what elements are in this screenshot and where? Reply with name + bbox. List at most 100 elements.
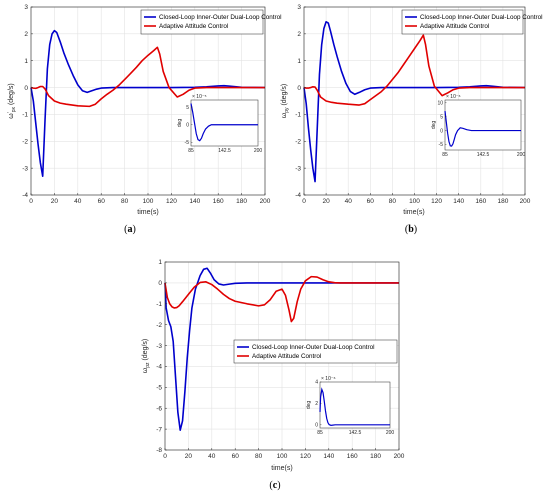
- inset-exponent: × 10⁻⁶: [321, 376, 336, 382]
- caption-letter: c: [273, 480, 278, 491]
- inset-x-tick-label: 85: [317, 430, 323, 436]
- y-axis-label-unit: (deg/s): [142, 339, 149, 363]
- inset-series-line: [444, 111, 521, 147]
- inset-series-line: [319, 387, 390, 426]
- x-axis-label: time(s): [271, 465, 292, 472]
- chart-panel-c: 0 20 40 60 80 100 120 140 160 180 200-8-7-6-5-4-3-…: [142, 259, 405, 491]
- series-line-closed-loop: [303, 20, 526, 183]
- x-tick-label: 180: [370, 453, 381, 460]
- inset-y-tick-label: 4: [315, 380, 318, 386]
- y-tick-label: -4: [295, 192, 301, 199]
- inset-frame: [444, 99, 522, 151]
- y-axis-label-sub: px: [11, 107, 17, 113]
- y-tick-label: 1: [158, 259, 162, 266]
- y-tick-label: 3: [24, 4, 28, 11]
- inset-y-tick-label: 2: [315, 401, 318, 407]
- x-tick-label: 80: [389, 198, 397, 205]
- x-tick-label: 40: [345, 198, 353, 205]
- x-tick-label: 180: [497, 198, 508, 205]
- inset-y-label: deg: [306, 401, 312, 410]
- inset-plot: 85 142.5 200 -5 0 5 10× 10⁻⁶ deg: [431, 94, 525, 158]
- x-tick-label: 100: [409, 198, 420, 205]
- y-tick-label: -2: [156, 322, 162, 329]
- y-axis-label: ωpy (deg/s): [281, 84, 290, 118]
- legend-box: [401, 9, 524, 35]
- x-axis-label: time(s): [403, 209, 424, 216]
- legend-entry: Adaptive Attitude Control: [159, 23, 228, 30]
- x-tick-label: 140: [323, 453, 334, 460]
- x-tick-label: 20: [322, 198, 330, 205]
- legend-entry: Adaptive Attitude Control: [252, 353, 321, 360]
- inset-x-tick-label: 85: [442, 152, 448, 158]
- inset-exponent: × 10⁻⁵: [192, 94, 207, 100]
- x-axis-label: time(s): [137, 209, 158, 216]
- y-tick-label: 2: [24, 31, 28, 38]
- inset-frame: [319, 381, 391, 429]
- series-line-adaptive: [303, 34, 525, 106]
- x-tick-label: 40: [74, 198, 82, 205]
- inset-x-tick-label: 200: [254, 148, 263, 154]
- y-tick-label: 0: [158, 280, 162, 287]
- x-tick-label: 200: [394, 453, 405, 460]
- inset-plot: 85 142.5 200 -5 0 5× 10⁻⁵ deg: [177, 94, 262, 154]
- y-axis-label: ωpz (deg/s): [142, 339, 151, 373]
- x-tick-label: 140: [189, 198, 200, 205]
- inset-y-tick-label: 0: [186, 122, 189, 128]
- caption-close: ): [133, 224, 136, 235]
- inset-y-tick-label: 10: [437, 100, 443, 106]
- inset-x-tick-label: 142.5: [349, 430, 362, 436]
- panel-caption: (b): [405, 224, 417, 235]
- x-tick-label: 0: [163, 453, 167, 460]
- inset-x-tick-label: 142.5: [477, 152, 490, 158]
- x-tick-label: 0: [29, 198, 33, 205]
- y-axis-label-unit: (deg/s): [281, 84, 288, 108]
- chart-panel-a: 0 20 40 60 80 100 120 140 160 180 200 -4 -3 -2 -1 0 1 2 3 t…: [6, 4, 282, 235]
- y-tick-label: -2: [22, 138, 28, 145]
- y-axis-label-symbol: ω: [142, 367, 149, 373]
- caption-letter: a: [128, 224, 133, 235]
- inset-y-tick-label: 0: [315, 422, 318, 428]
- x-tick-label: 200: [260, 198, 271, 205]
- y-axis-label-sub: py: [284, 107, 290, 113]
- caption-open: (: [405, 224, 409, 235]
- y-tick-label: 1: [24, 58, 28, 65]
- x-tick-label: 160: [347, 453, 358, 460]
- y-tick-label: -3: [295, 165, 301, 172]
- legend: Closed-Loop Inner-Outer Dual-Loop Contro…: [140, 9, 282, 35]
- inset-y-tick-label: 0: [440, 128, 443, 134]
- panel-caption: (c): [269, 480, 280, 491]
- y-axis-label-symbol: ω: [8, 113, 15, 119]
- legend-entry: Closed-Loop Inner-Outer Dual-Loop Contro…: [159, 14, 282, 21]
- caption-open: (: [124, 224, 128, 235]
- y-tick-label: 0: [297, 85, 301, 92]
- x-tick-label: 60: [367, 198, 375, 205]
- y-tick-label: -6: [156, 405, 162, 412]
- x-tick-label: 60: [98, 198, 106, 205]
- x-tick-label: 20: [51, 198, 59, 205]
- x-tick-label: 140: [453, 198, 464, 205]
- x-tick-label: 100: [143, 198, 154, 205]
- legend-entry: Closed-Loop Inner-Outer Dual-Loop Contro…: [420, 14, 543, 21]
- x-tick-label: 120: [431, 198, 442, 205]
- inset-frame: [190, 99, 259, 147]
- legend: Closed-Loop Inner-Outer Dual-Loop Contro…: [233, 339, 398, 364]
- x-tick-label: 160: [213, 198, 224, 205]
- caption-letter: b: [408, 224, 414, 235]
- inset-plot: 85 142.5 200 0 2 4× 10⁻⁶ deg: [306, 376, 394, 436]
- y-axis-label-sub: pz: [145, 362, 151, 368]
- caption-close: ): [277, 480, 280, 491]
- inset-y-tick-label: 5: [440, 114, 443, 120]
- inset-x-tick-label: 200: [517, 152, 526, 158]
- x-tick-label: 80: [255, 453, 263, 460]
- y-tick-label: -5: [156, 385, 162, 392]
- y-tick-label: -1: [22, 112, 28, 119]
- x-tick-label: 160: [475, 198, 486, 205]
- y-tick-label: 0: [24, 85, 28, 92]
- x-tick-label: 120: [166, 198, 177, 205]
- x-tick-label: 80: [121, 198, 129, 205]
- inset-y-tick-label: -5: [185, 140, 190, 146]
- series-line-adaptive: [164, 275, 399, 323]
- x-tick-label: 120: [300, 453, 311, 460]
- caption-open: (: [269, 480, 273, 491]
- y-tick-label: 2: [297, 31, 301, 38]
